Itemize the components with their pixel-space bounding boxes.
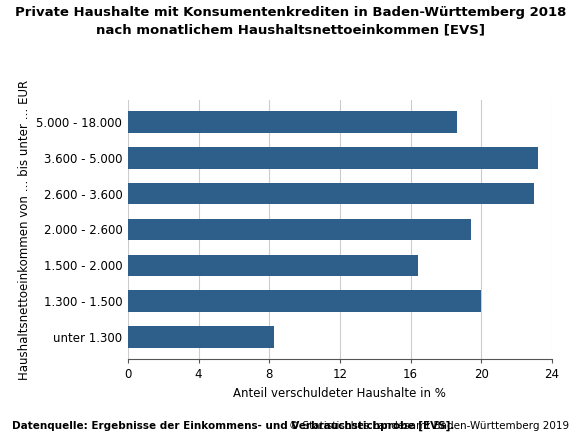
Bar xyxy=(128,111,457,133)
Text: Datenquelle: Ergebnisse der Einkommens- und Verbrauchstichprobe [EVS].: Datenquelle: Ergebnisse der Einkommens- … xyxy=(12,420,454,431)
Bar xyxy=(128,147,538,169)
Text: Private Haushalte mit Konsumentenkrediten in Baden-Württemberg 2018
nach monatli: Private Haushalte mit Konsumentenkredite… xyxy=(15,6,566,36)
Text: © Statistisches Landesamt Baden-Württemberg 2019: © Statistisches Landesamt Baden-Württemb… xyxy=(289,421,569,431)
Bar xyxy=(128,326,274,348)
X-axis label: Anteil verschuldeter Haushalte in %: Anteil verschuldeter Haushalte in % xyxy=(234,387,446,400)
Bar xyxy=(128,219,471,240)
Y-axis label: Haushaltsnettoeinkommen von … bis unter … EUR: Haushaltsnettoeinkommen von … bis unter … xyxy=(18,79,31,380)
Bar xyxy=(128,255,418,276)
Bar xyxy=(128,290,481,312)
Bar xyxy=(128,183,535,204)
